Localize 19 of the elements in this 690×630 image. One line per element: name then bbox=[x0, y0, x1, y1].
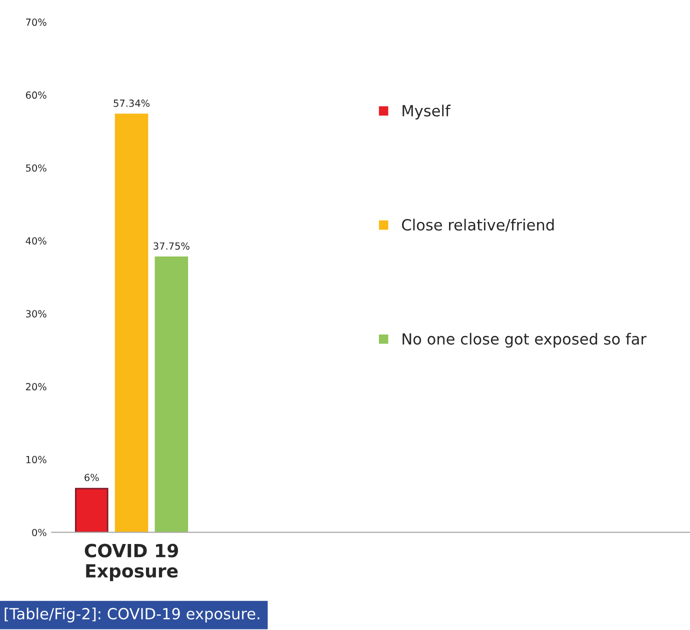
y-tick-label: 30% bbox=[26, 310, 46, 318]
y-tick-label: 60% bbox=[26, 91, 46, 99]
legend-label: Myself bbox=[402, 104, 451, 120]
y-tick-label: 40% bbox=[26, 237, 46, 245]
y-tick-label: 10% bbox=[26, 456, 46, 464]
data-label: 37.75% bbox=[154, 242, 190, 250]
bar bbox=[74, 488, 108, 532]
data-label: 6% bbox=[84, 474, 99, 482]
text: [Table/Fig-2]: COVID-19 exposure. bbox=[4, 608, 260, 622]
data-label: 57.34% bbox=[114, 100, 150, 107]
x-tick-label: COVID 19 Exposure bbox=[84, 544, 178, 582]
y-tick-label: 0% bbox=[32, 528, 46, 536]
y-tick-label: 70% bbox=[26, 18, 46, 26]
bar bbox=[154, 256, 188, 532]
legend-label: Close relative/friend bbox=[402, 218, 554, 232]
y-tick-label: 20% bbox=[26, 383, 46, 390]
bar bbox=[114, 114, 148, 532]
y-tick-label: 50% bbox=[26, 164, 46, 172]
legend-label: No one close got exposed so far bbox=[402, 332, 646, 348]
